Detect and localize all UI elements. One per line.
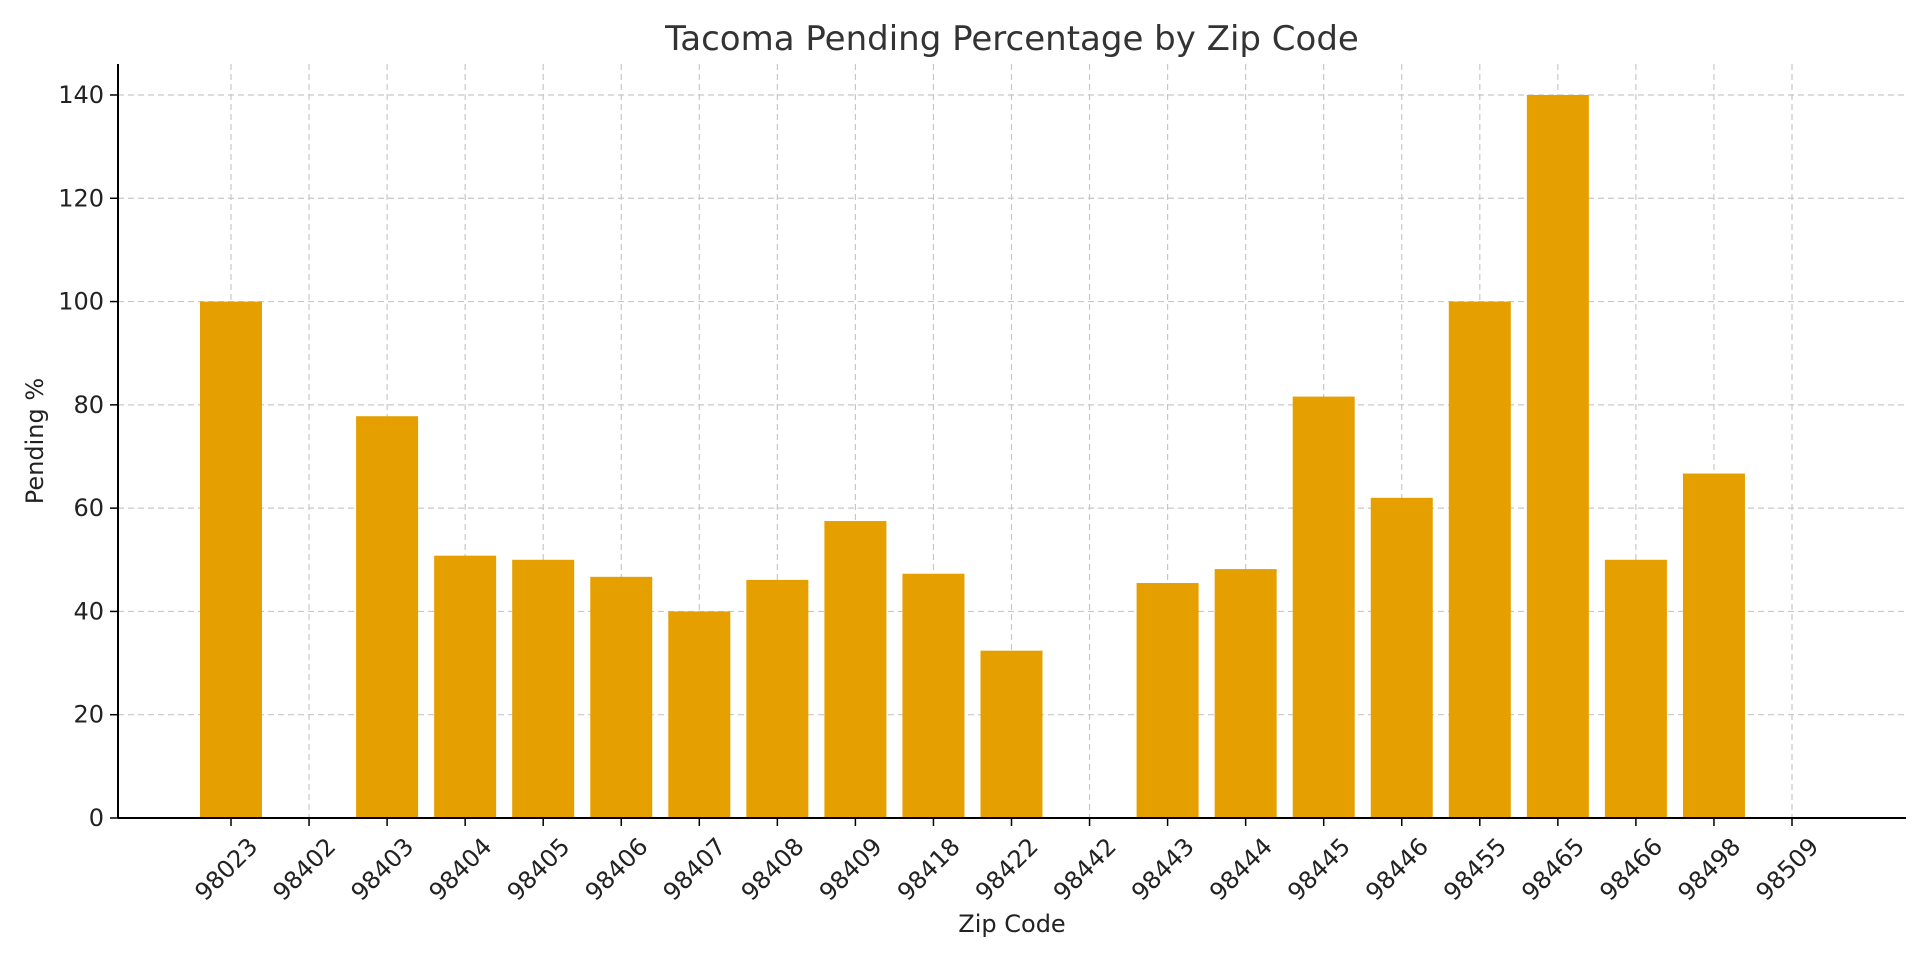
bar-98403 <box>356 416 419 818</box>
x-tick-label: 98443 <box>1126 832 1200 906</box>
bar-98465 <box>1526 94 1589 818</box>
x-tick-label: 98408 <box>736 832 810 906</box>
x-tick-label: 98442 <box>1048 832 1122 906</box>
y-tick-label: 20 <box>73 701 104 729</box>
x-axis-label: Zip Code <box>958 910 1065 938</box>
x-tick-label: 98445 <box>1282 832 1356 906</box>
chart-title: Tacoma Pending Percentage by Zip Code <box>664 19 1359 59</box>
x-tick-label: 98466 <box>1594 832 1668 906</box>
x-tick-label: 98406 <box>580 832 654 906</box>
x-tick-label: 98418 <box>892 832 966 906</box>
bar-98446 <box>1370 497 1433 818</box>
bar-98408 <box>746 579 809 818</box>
x-tick-label: 98498 <box>1672 832 1746 906</box>
bar-98406 <box>590 576 653 818</box>
x-tick-label: 98403 <box>346 832 420 906</box>
bar-98407 <box>668 611 731 818</box>
x-tick-label: 98409 <box>814 832 888 906</box>
y-tick-label: 0 <box>89 804 104 832</box>
x-tick-label: 98446 <box>1360 832 1434 906</box>
bar-98445 <box>1292 396 1355 818</box>
y-tick-label: 40 <box>73 597 104 625</box>
x-tick-label: 98444 <box>1204 832 1278 906</box>
bar-98405 <box>512 559 575 818</box>
x-tick-label: 98509 <box>1750 832 1824 906</box>
y-axis-label: Pending % <box>21 378 49 504</box>
x-tick-label: 98422 <box>970 832 1044 906</box>
bar-98444 <box>1214 569 1277 818</box>
bar-98422 <box>980 650 1043 818</box>
x-tick-label: 98023 <box>189 832 263 906</box>
x-tick-label: 98405 <box>502 832 576 906</box>
y-tick-label: 140 <box>58 81 104 109</box>
bar-98418 <box>902 573 965 818</box>
y-tick-label: 120 <box>58 184 104 212</box>
x-tick-label: 98407 <box>658 832 732 906</box>
x-tick-label: 98404 <box>424 832 498 906</box>
bar-98466 <box>1604 559 1667 818</box>
y-tick-label: 100 <box>58 288 104 316</box>
y-tick-label: 60 <box>73 494 104 522</box>
x-tick-label: 98402 <box>267 832 341 906</box>
x-tick-label: 98455 <box>1438 832 1512 906</box>
bars-layer <box>200 94 1745 818</box>
bar-98023 <box>200 301 262 818</box>
bar-98455 <box>1448 301 1511 818</box>
bar-98443 <box>1136 583 1199 818</box>
bar-98404 <box>434 555 497 818</box>
y-tick-label: 80 <box>73 391 104 419</box>
x-tick-label: 98465 <box>1516 832 1590 906</box>
bar-98498 <box>1682 473 1745 818</box>
bar-98409 <box>824 521 887 818</box>
